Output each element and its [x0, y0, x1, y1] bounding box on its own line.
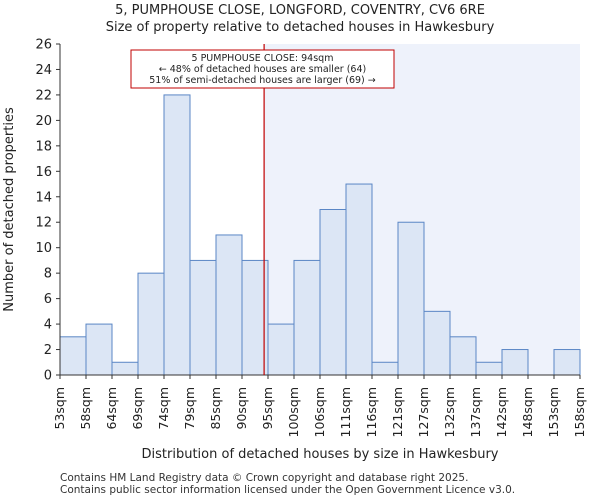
- chart-title: 5, PUMPHOUSE CLOSE, LONGFORD, COVENTRY, …: [115, 3, 485, 18]
- histogram-bar: [293, 259, 321, 376]
- x-tick-label: 90sqm: [234, 387, 249, 430]
- histogram-bar: [423, 310, 451, 376]
- x-tick-label: 137sqm: [468, 387, 483, 437]
- y-tick-label: 22: [35, 88, 52, 103]
- footer-line-2: Contains public sector information licen…: [60, 484, 516, 496]
- histogram-bar: [137, 272, 165, 376]
- chart-subtitle: Size of property relative to detached ho…: [105, 20, 495, 35]
- annotation-line-2: ← 48% of detached houses are smaller (64…: [159, 64, 366, 75]
- y-tick-label: 16: [35, 165, 52, 180]
- y-tick-label: 8: [44, 267, 52, 282]
- histogram-bar: [111, 361, 139, 376]
- x-tick-label: 58sqm: [78, 387, 93, 430]
- y-tick-label: 12: [35, 216, 52, 231]
- x-tick-label: 85sqm: [208, 387, 223, 430]
- x-tick-label: 142sqm: [494, 387, 509, 437]
- y-tick-label: 26: [35, 38, 52, 53]
- histogram-bar: [345, 183, 373, 376]
- x-tick-label: 95sqm: [260, 387, 275, 430]
- x-tick-label: 106sqm: [312, 387, 327, 437]
- histogram-bar: [475, 361, 503, 376]
- x-tick-label: 79sqm: [182, 387, 197, 430]
- histogram-bar: [553, 349, 581, 376]
- y-tick-label: 24: [35, 63, 52, 78]
- histogram-bar: [267, 323, 295, 376]
- histogram-bar: [189, 259, 217, 376]
- x-tick-label: 53sqm: [52, 387, 67, 430]
- x-tick-label: 64sqm: [104, 387, 119, 430]
- x-tick-label: 121sqm: [390, 387, 405, 437]
- footer-line-1: Contains HM Land Registry data © Crown c…: [60, 472, 469, 484]
- histogram-bar: [449, 336, 477, 376]
- x-tick-label: 74sqm: [156, 387, 171, 430]
- y-tick-label: 18: [35, 139, 52, 154]
- y-axis-label: Number of detached properties: [2, 107, 17, 312]
- y-tick-label: 0: [44, 369, 52, 384]
- x-tick-label: 127sqm: [416, 387, 431, 437]
- x-axis-label: Distribution of detached houses by size …: [142, 447, 499, 462]
- y-tick-label: 20: [35, 114, 52, 129]
- y-tick-label: 14: [35, 190, 52, 205]
- x-tick-label: 148sqm: [520, 387, 535, 437]
- x-tick-label: 69sqm: [130, 387, 145, 430]
- x-tick-label: 116sqm: [364, 387, 379, 437]
- y-tick-label: 4: [44, 318, 52, 333]
- histogram-bar: [59, 336, 87, 376]
- annotation-box: [130, 49, 395, 89]
- x-tick-label: 100sqm: [286, 387, 301, 437]
- histogram-bar: [501, 349, 529, 376]
- x-tick-label: 111sqm: [338, 387, 353, 437]
- x-tick-label: 153sqm: [546, 387, 561, 437]
- y-tick-label: 2: [44, 343, 52, 358]
- x-tick-label: 132sqm: [442, 387, 457, 437]
- histogram-bar: [319, 209, 347, 376]
- histogram-bar: [371, 361, 399, 376]
- annotation-line-1: 5 PUMPHOUSE CLOSE: 94sqm: [192, 53, 334, 64]
- histogram-bar: [215, 234, 243, 376]
- annotation-line-3: 51% of semi-detached houses are larger (…: [149, 75, 376, 86]
- histogram-bar: [397, 221, 425, 376]
- y-tick-label: 10: [35, 241, 52, 256]
- histogram-bar: [163, 94, 191, 376]
- histogram-bar: [85, 323, 113, 376]
- y-tick-label: 6: [44, 292, 52, 307]
- x-tick-label: 158sqm: [572, 387, 587, 437]
